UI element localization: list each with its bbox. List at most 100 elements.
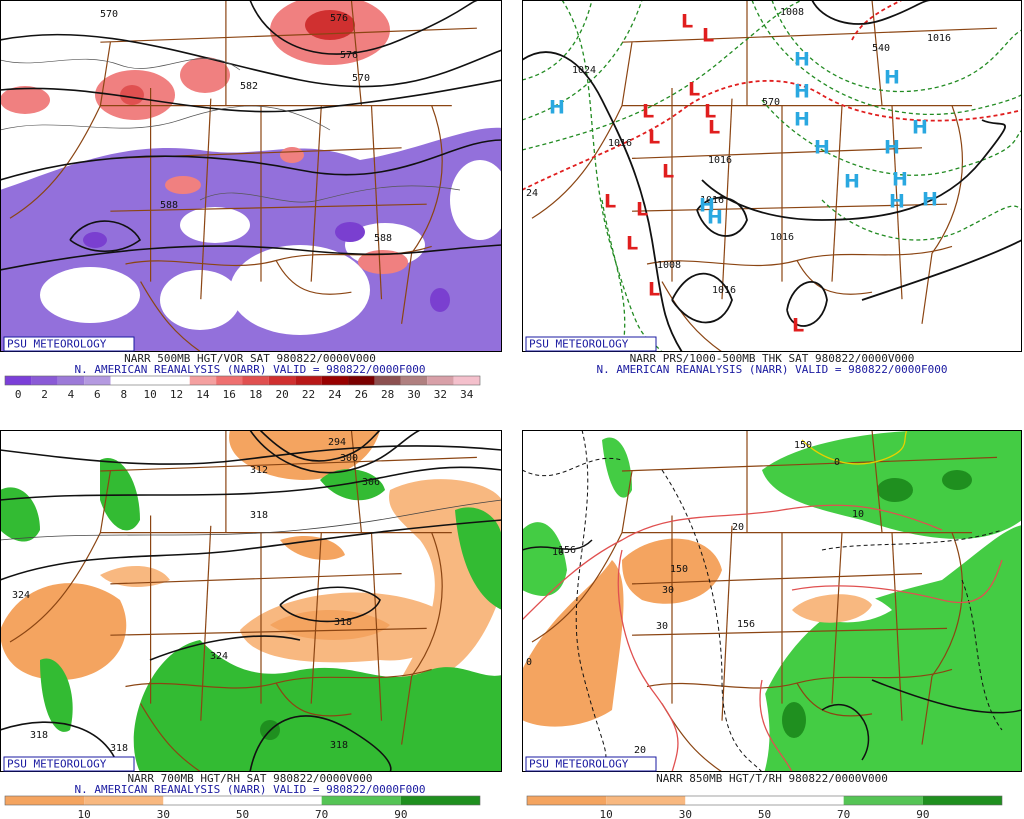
boundary [631, 627, 948, 636]
contour [0, 79, 502, 113]
boundary [831, 532, 843, 704]
shaded-area [229, 430, 380, 480]
contour-label: 294 [328, 437, 346, 448]
boundary [531, 470, 633, 643]
contour [671, 272, 733, 324]
colorbar-segment [685, 796, 765, 805]
contour [522, 0, 643, 121]
contour [851, 0, 903, 41]
low-marker: L [704, 101, 716, 123]
boundary [661, 281, 723, 352]
map-title: NARR 500MB HGT/VOR SAT 980822/0000V000 [124, 352, 376, 365]
contour [199, 185, 461, 203]
boundary [140, 281, 202, 352]
map-title: NARR PRS/1000-500MB THK SAT 980822/0000V… [630, 352, 915, 365]
contour-label: 318 [334, 617, 352, 628]
boundary [891, 105, 903, 300]
boundary [646, 245, 953, 267]
contour-label: 324 [210, 651, 228, 662]
boundary [621, 27, 998, 43]
colorbar-segment [321, 376, 349, 385]
contour [0, 466, 502, 501]
map-frame [522, 0, 1022, 352]
contour [791, 559, 1003, 604]
shaded-area [335, 222, 365, 242]
contour-label: 156 [558, 545, 576, 556]
low-marker: L [688, 79, 700, 101]
shaded-area [0, 583, 127, 680]
badge-box [3, 336, 135, 352]
high-marker: H [707, 207, 723, 229]
colorbar-label: 50 [758, 808, 771, 819]
contour [69, 220, 142, 252]
contour [0, 445, 502, 465]
high-marker: H [922, 189, 938, 211]
contour [249, 430, 421, 474]
contour [601, 199, 626, 352]
high-marker: H [794, 49, 810, 71]
colorbar-label: 32 [434, 388, 447, 401]
boundary [310, 105, 322, 282]
map-frame [522, 430, 1022, 772]
colorbar-label: 28 [381, 388, 394, 401]
colorbar-segment [764, 796, 844, 805]
colorbar-label: 10 [144, 388, 157, 401]
colorbar-label: 20 [275, 388, 288, 401]
boundary [531, 42, 633, 219]
contour [751, 0, 1022, 116]
contour-label: 318 [110, 743, 128, 754]
contour-label: 576 [330, 13, 348, 24]
high-marker: H [844, 171, 860, 193]
contour [279, 586, 381, 623]
colorbar-segment [31, 376, 58, 385]
badge: PSU METEOROLOGY [529, 758, 629, 771]
boundary [125, 668, 432, 689]
boundary [110, 573, 402, 585]
boundary [796, 260, 873, 295]
contour-label: 1016 [608, 138, 632, 149]
boundary [871, 430, 883, 533]
low-marker: L [662, 161, 674, 183]
colorbar-segment [5, 796, 85, 805]
shaded-area [792, 594, 872, 623]
contour [696, 196, 748, 237]
colorbar-label: 0 [15, 388, 22, 401]
boundary [9, 470, 111, 643]
contour-label: 24 [526, 188, 538, 199]
colorbar-label: 4 [68, 388, 75, 401]
contour-label: 570 [352, 73, 370, 84]
shaded-area [782, 702, 806, 738]
shaded-area [877, 478, 913, 502]
contour-label: 1024 [572, 65, 596, 76]
colorbar-segment [527, 796, 607, 805]
contour-label: 318 [30, 730, 48, 741]
colorbar-label: 10 [600, 808, 613, 819]
high-marker: H [892, 169, 908, 191]
contour-label: 1016 [770, 232, 794, 243]
colorbar-label: 30 [679, 808, 692, 819]
low-marker: L [626, 233, 638, 255]
shaded-area [165, 176, 201, 194]
shaded-area [40, 658, 73, 732]
high-marker: H [699, 195, 715, 217]
valid-time: N. AMERICAN REANALYSIS (NARR) VALID = 98… [597, 363, 948, 376]
colorbar-segment [163, 796, 243, 805]
colorbar-segment [606, 796, 686, 805]
contour [821, 199, 1022, 241]
shaded-area [83, 232, 107, 248]
colorbar-label: 2 [41, 388, 48, 401]
colorbar-frame [526, 795, 1003, 806]
contour-label: 1016 [927, 33, 951, 44]
high-marker: H [912, 117, 928, 139]
colorbar-segment [136, 376, 164, 385]
colorbar-segment [268, 376, 296, 385]
colorbar-label: 18 [249, 388, 262, 401]
shaded-area [602, 437, 632, 498]
contour [249, 715, 392, 772]
colorbar-label: 70 [315, 808, 328, 819]
badge-box [525, 336, 657, 352]
contour-label: 312 [250, 465, 268, 476]
high-marker: H [794, 81, 810, 103]
